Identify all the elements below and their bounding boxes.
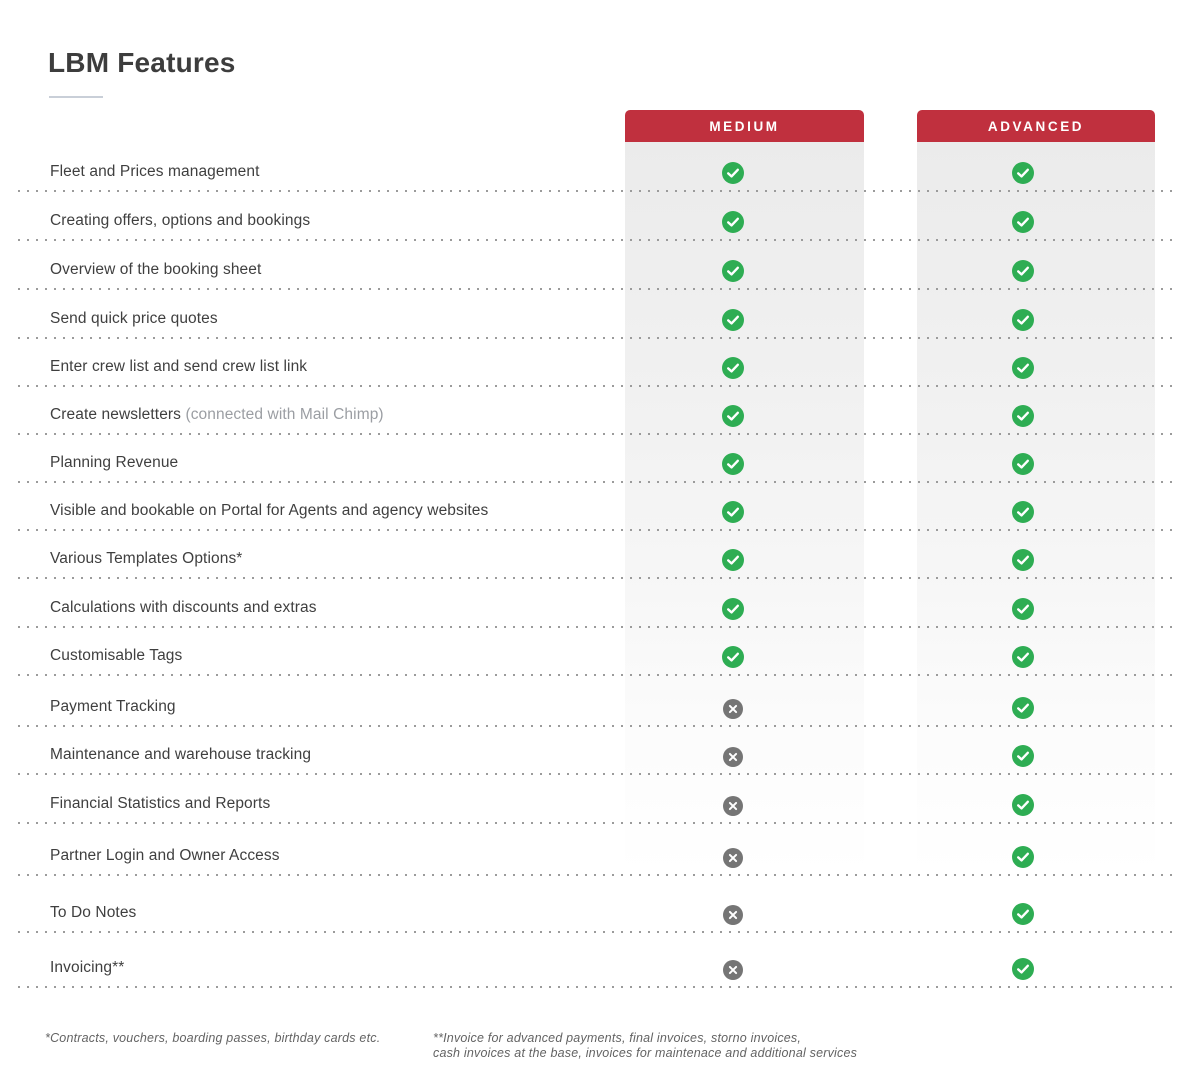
row-divider: [18, 874, 1178, 876]
table-row: Visible and bookable on Portal for Agent…: [0, 483, 1200, 531]
feature-note: (connected with Mail Chimp): [181, 406, 384, 423]
row-divider: [18, 577, 1178, 579]
check-icon: [1012, 697, 1034, 719]
check-icon: [1012, 309, 1034, 331]
cross-icon: [723, 796, 743, 816]
row-divider: [18, 931, 1178, 933]
row-divider: [18, 529, 1178, 531]
check-icon: [722, 501, 744, 523]
column-header-medium: MEDIUM: [625, 110, 864, 142]
check-icon: [1012, 846, 1034, 868]
check-icon: [722, 598, 744, 620]
check-icon: [722, 211, 744, 233]
table-row: Creating offers, options and bookings: [0, 192, 1200, 241]
feature-label: Fleet and Prices management: [50, 163, 260, 180]
medium-column-background: [625, 142, 864, 876]
table-row: Overview of the booking sheet: [0, 241, 1200, 290]
feature-label: Partner Login and Owner Access: [50, 847, 280, 864]
check-icon: [1012, 794, 1034, 816]
feature-table-rows: Fleet and Prices management Creating offe…: [0, 142, 1200, 988]
feature-label: Creating offers, options and bookings: [50, 212, 311, 229]
check-icon: [722, 357, 744, 379]
feature-label: Send quick price quotes: [50, 310, 218, 327]
check-icon: [1012, 357, 1034, 379]
table-row: Payment Tracking: [0, 676, 1200, 727]
check-icon: [1012, 501, 1034, 523]
feature-label: To Do Notes: [50, 904, 137, 921]
row-divider: [18, 481, 1178, 483]
column-header-advanced: ADVANCED: [917, 110, 1155, 142]
footnote-line-1: **Invoice for advanced payments, final i…: [433, 1031, 802, 1045]
feature-label: Enter crew list and send crew list link: [50, 358, 308, 375]
check-icon: [1012, 646, 1034, 668]
feature-label: Maintenance and warehouse tracking: [50, 746, 312, 763]
row-divider: [18, 986, 1178, 988]
table-row: Send quick price quotes: [0, 290, 1200, 339]
check-icon: [1012, 958, 1034, 980]
check-icon: [1012, 453, 1034, 475]
row-divider: [18, 725, 1178, 727]
row-divider: [18, 773, 1178, 775]
table-row: Invoicing**: [0, 933, 1200, 988]
check-icon: [722, 549, 744, 571]
page-title: LBM Features: [48, 47, 236, 78]
check-icon: [722, 453, 744, 475]
check-icon: [1012, 260, 1034, 282]
cross-icon: [723, 699, 743, 719]
row-divider: [18, 337, 1178, 339]
feature-label: Customisable Tags: [50, 647, 183, 664]
feature-label: Various Templates Options*: [50, 550, 243, 567]
footnote-line-2: cash invoices at the base, invoices for …: [433, 1046, 858, 1060]
check-icon: [1012, 598, 1034, 620]
row-divider: [18, 674, 1178, 676]
check-icon: [722, 405, 744, 427]
check-icon: [1012, 549, 1034, 571]
cross-icon: [723, 960, 743, 980]
feature-label: Create newsletters (connected with Mail …: [50, 406, 384, 423]
feature-label: Calculations with discounts and extras: [50, 599, 317, 616]
table-row: Various Templates Options*: [0, 531, 1200, 579]
table-row: Partner Login and Owner Access: [0, 824, 1200, 876]
feature-label: Financial Statistics and Reports: [50, 795, 271, 812]
check-icon: [1012, 903, 1034, 925]
row-divider: [18, 190, 1178, 192]
check-icon: [722, 309, 744, 331]
table-row: Maintenance and warehouse tracking: [0, 727, 1200, 775]
cross-icon: [723, 747, 743, 767]
row-divider: [18, 385, 1178, 387]
feature-label: Planning Revenue: [50, 454, 179, 471]
feature-label: Payment Tracking: [50, 698, 176, 715]
check-icon: [722, 646, 744, 668]
row-divider: [18, 433, 1178, 435]
table-row: Fleet and Prices management: [0, 142, 1200, 192]
cross-icon: [723, 905, 743, 925]
table-row: Financial Statistics and Reports: [0, 775, 1200, 824]
footnote-single-asterisk: *Contracts, vouchers, boarding passes, b…: [45, 1031, 381, 1045]
advanced-column-background: [917, 142, 1155, 876]
check-icon: [1012, 405, 1034, 427]
check-icon: [1012, 745, 1034, 767]
check-icon: [722, 162, 744, 184]
row-divider: [18, 822, 1178, 824]
table-row: To Do Notes: [0, 876, 1200, 933]
row-divider: [18, 626, 1178, 628]
feature-label: Visible and bookable on Portal for Agent…: [50, 502, 489, 519]
row-divider: [18, 288, 1178, 290]
cross-icon: [723, 848, 743, 868]
check-icon: [1012, 211, 1034, 233]
title-underline-divider: [49, 96, 103, 98]
check-icon: [1012, 162, 1034, 184]
table-row: Customisable Tags: [0, 628, 1200, 676]
check-icon: [722, 260, 744, 282]
row-divider: [18, 239, 1178, 241]
table-row: Enter crew list and send crew list link: [0, 339, 1200, 387]
feature-label: Invoicing**: [50, 959, 125, 976]
footnote-double-asterisk: **Invoice for advanced payments, final i…: [433, 1031, 857, 1061]
table-row: Planning Revenue: [0, 435, 1200, 483]
table-row: Calculations with discounts and extras: [0, 579, 1200, 628]
feature-label: Overview of the booking sheet: [50, 261, 262, 278]
table-row: Create newsletters (connected with Mail …: [0, 387, 1200, 435]
